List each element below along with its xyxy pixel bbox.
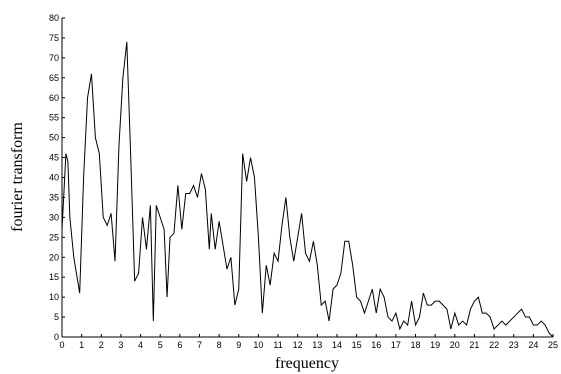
x-tick-label: 7 xyxy=(197,340,202,350)
y-tick-label: 75 xyxy=(49,33,59,43)
x-tick-label: 16 xyxy=(371,340,381,350)
x-tick-label: 4 xyxy=(138,340,143,350)
y-tick-label: 40 xyxy=(49,173,59,183)
x-tick-label: 24 xyxy=(528,340,538,350)
y-tick-label: 50 xyxy=(49,133,59,143)
x-tick-label: 21 xyxy=(469,340,479,350)
x-tick-label: 8 xyxy=(217,340,222,350)
y-axis-label: fourier transform xyxy=(9,122,26,232)
y-tick-label: 10 xyxy=(49,292,59,302)
x-tick-label: 12 xyxy=(293,340,303,350)
x-tick-label: 1 xyxy=(79,340,84,350)
x-tick-label: 17 xyxy=(391,340,401,350)
y-tick-label: 55 xyxy=(49,113,59,123)
x-tick-label: 18 xyxy=(411,340,421,350)
data-line xyxy=(61,41,554,338)
x-tick-label: 6 xyxy=(177,340,182,350)
x-tick-label: 23 xyxy=(509,340,519,350)
x-tick-label: 22 xyxy=(489,340,499,350)
x-tick-label: 20 xyxy=(450,340,460,350)
x-axis-label: frequency xyxy=(275,355,339,372)
x-tick-label: 13 xyxy=(312,340,322,350)
x-tick-label: 5 xyxy=(158,340,163,350)
y-tick-label: 15 xyxy=(49,272,59,282)
x-tick-label: 0 xyxy=(59,340,64,350)
x-tick-label: 3 xyxy=(118,340,123,350)
x-tick-label: 15 xyxy=(352,340,362,350)
x-tick-label: 25 xyxy=(548,340,558,350)
y-tick-label: 0 xyxy=(54,332,59,342)
y-tick-label: 70 xyxy=(49,53,59,63)
y-tick-label: 80 xyxy=(49,13,59,23)
y-tick-label: 25 xyxy=(49,232,59,242)
x-tick-label: 10 xyxy=(253,340,263,350)
x-tick-label: 2 xyxy=(99,340,104,350)
y-tick-label: 45 xyxy=(49,153,59,163)
y-tick-label: 5 xyxy=(54,312,59,322)
y-tick-label: 60 xyxy=(49,93,59,103)
x-tick-label: 14 xyxy=(332,340,342,350)
x-tick-label: 19 xyxy=(430,340,440,350)
y-tick-label: 65 xyxy=(49,73,59,83)
x-tick-label: 9 xyxy=(236,340,241,350)
y-tick-label: 35 xyxy=(49,192,59,202)
y-tick-label: 20 xyxy=(49,252,59,262)
x-tick-label: 11 xyxy=(273,340,282,350)
y-tick-label: 30 xyxy=(49,212,59,222)
